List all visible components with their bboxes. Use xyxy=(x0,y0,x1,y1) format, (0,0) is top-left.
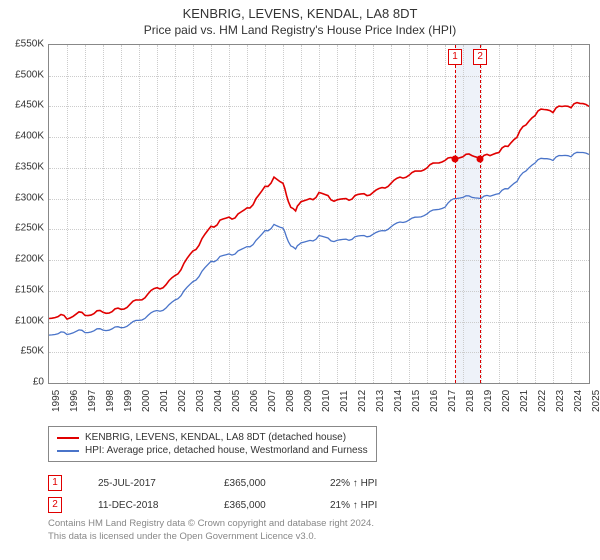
xtick-label: 2010 xyxy=(321,390,332,412)
ytick-label: £100K xyxy=(15,315,44,326)
sale-marker-dot xyxy=(477,155,484,162)
sales-row: 1 25-JUL-2017 £365,000 22% ↑ HPI xyxy=(48,472,410,494)
series-line-subject xyxy=(49,103,589,320)
sale-marker-line xyxy=(480,45,481,383)
ytick-label: £550K xyxy=(15,39,44,50)
sale-date: 11-DEC-2018 xyxy=(98,500,188,511)
xtick-label: 2005 xyxy=(231,390,242,412)
sale-pct: 22% ↑ HPI xyxy=(330,478,410,489)
xtick-label: 2018 xyxy=(465,390,476,412)
sale-marker-box: 2 xyxy=(48,497,62,513)
xtick-label: 2019 xyxy=(483,390,494,412)
xtick-label: 2001 xyxy=(159,390,170,412)
xtick-label: 1997 xyxy=(87,390,98,412)
xtick-label: 2017 xyxy=(447,390,458,412)
xtick-label: 2006 xyxy=(249,390,260,412)
chart-subtitle: Price paid vs. HM Land Registry's House … xyxy=(0,21,600,41)
xtick-label: 2025 xyxy=(591,390,600,412)
xtick-label: 2024 xyxy=(573,390,584,412)
sale-marker-line xyxy=(455,45,456,383)
sale-marker-dot xyxy=(452,155,459,162)
xtick-label: 2003 xyxy=(195,390,206,412)
xtick-label: 2012 xyxy=(357,390,368,412)
legend-swatch xyxy=(57,437,79,439)
xtick-label: 2022 xyxy=(537,390,548,412)
sales-table: 1 25-JUL-2017 £365,000 22% ↑ HPI 2 11-DE… xyxy=(48,472,410,516)
xtick-label: 2016 xyxy=(429,390,440,412)
xtick-label: 2015 xyxy=(411,390,422,412)
ytick-label: £350K xyxy=(15,161,44,172)
xtick-label: 2002 xyxy=(177,390,188,412)
sale-marker-label: 2 xyxy=(473,49,487,65)
ytick-label: £500K xyxy=(15,69,44,80)
xtick-label: 2008 xyxy=(285,390,296,412)
legend-swatch xyxy=(57,450,79,452)
ytick-label: £150K xyxy=(15,284,44,295)
xtick-label: 1995 xyxy=(51,390,62,412)
legend-label: KENBRIG, LEVENS, KENDAL, LA8 8DT (detach… xyxy=(85,432,346,443)
xtick-label: 2014 xyxy=(393,390,404,412)
xtick-label: 2009 xyxy=(303,390,314,412)
xtick-label: 2000 xyxy=(141,390,152,412)
xtick-label: 1998 xyxy=(105,390,116,412)
ytick-label: £450K xyxy=(15,100,44,111)
ytick-label: £50K xyxy=(21,346,44,357)
legend-item: KENBRIG, LEVENS, KENDAL, LA8 8DT (detach… xyxy=(57,431,368,444)
sale-price: £365,000 xyxy=(224,500,294,511)
sale-price: £365,000 xyxy=(224,478,294,489)
sale-pct: 21% ↑ HPI xyxy=(330,500,410,511)
sale-date: 25-JUL-2017 xyxy=(98,478,188,489)
ytick-label: £200K xyxy=(15,254,44,265)
legend-label: HPI: Average price, detached house, West… xyxy=(85,445,368,456)
xtick-label: 2007 xyxy=(267,390,278,412)
sale-marker-label: 1 xyxy=(448,49,462,65)
footer-line2: This data is licensed under the Open Gov… xyxy=(48,531,374,544)
ytick-label: £400K xyxy=(15,131,44,142)
chart-area: 12 xyxy=(48,44,590,384)
ytick-label: £250K xyxy=(15,223,44,234)
sale-marker-box: 1 xyxy=(48,475,62,491)
footer-line1: Contains HM Land Registry data © Crown c… xyxy=(48,518,374,531)
xtick-label: 2004 xyxy=(213,390,224,412)
sales-row: 2 11-DEC-2018 £365,000 21% ↑ HPI xyxy=(48,494,410,516)
xtick-label: 2023 xyxy=(555,390,566,412)
xtick-label: 2020 xyxy=(501,390,512,412)
chart-title: KENBRIG, LEVENS, KENDAL, LA8 8DT xyxy=(0,0,600,21)
xtick-label: 1996 xyxy=(69,390,80,412)
xtick-label: 2011 xyxy=(339,390,350,412)
xtick-label: 2013 xyxy=(375,390,386,412)
series-line-hpi xyxy=(49,152,589,335)
line-plot-svg xyxy=(49,45,589,383)
legend: KENBRIG, LEVENS, KENDAL, LA8 8DT (detach… xyxy=(48,426,377,462)
xtick-label: 2021 xyxy=(519,390,530,412)
xtick-label: 1999 xyxy=(123,390,134,412)
footer: Contains HM Land Registry data © Crown c… xyxy=(48,518,374,544)
ytick-label: £300K xyxy=(15,192,44,203)
legend-item: HPI: Average price, detached house, West… xyxy=(57,444,368,457)
ytick-label: £0 xyxy=(33,377,44,388)
chart-container: KENBRIG, LEVENS, KENDAL, LA8 8DT Price p… xyxy=(0,0,600,560)
plot-region: 12 xyxy=(48,44,590,384)
